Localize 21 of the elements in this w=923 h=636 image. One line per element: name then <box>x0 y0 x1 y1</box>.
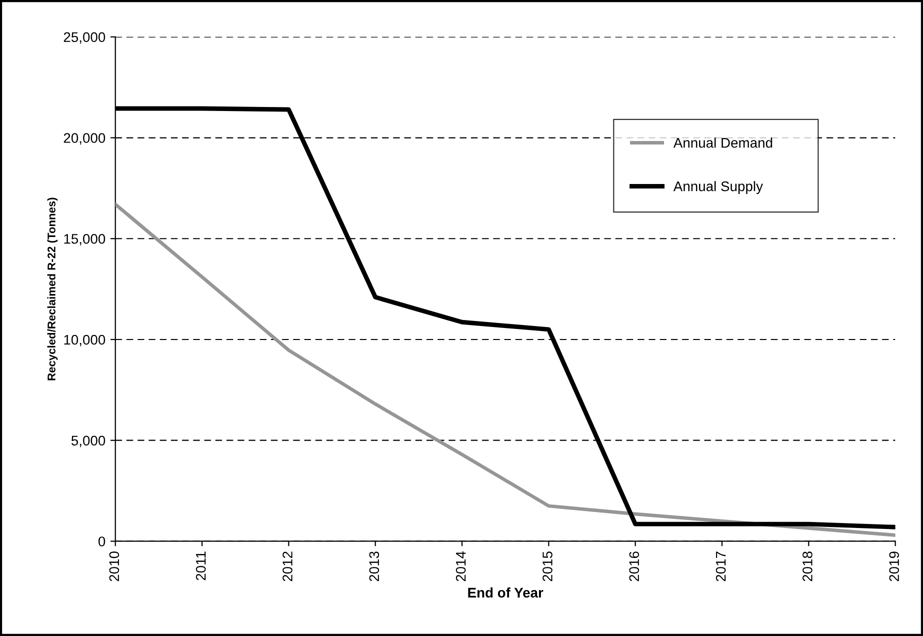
line-series <box>115 202 896 537</box>
x-tick-label: 2018 <box>802 552 812 582</box>
x-tick-label: 2010 <box>109 552 120 582</box>
x-tick-label: 2012 <box>282 552 292 582</box>
legend-label: Annual Supply <box>673 181 763 194</box>
x-tick-label: 2011 <box>196 552 206 580</box>
x-tick-label: 2015 <box>542 552 552 582</box>
y-tick-label: 5,000 <box>71 436 106 448</box>
y-tick-label: 15,000 <box>64 234 106 246</box>
y-tick-label: 25,000 <box>64 32 106 44</box>
x-tick-label: 2013 <box>369 552 380 582</box>
x-tick-label: 2016 <box>629 552 640 582</box>
y-tick-label: 10,000 <box>64 334 106 346</box>
y-tick-label: 0 <box>98 536 106 546</box>
y-tick-label: 20,000 <box>64 133 106 145</box>
y-axis-title: Recycled/Reclaimed R-22 (Tonnes) <box>47 198 58 380</box>
x-tick-label: 2014 <box>456 551 466 582</box>
x-axis-title: End of Year <box>468 587 544 598</box>
x-tick-label: 2019 <box>889 552 900 582</box>
legend-label: Annual Demand <box>673 138 772 148</box>
x-tick-label: 2017 <box>716 552 726 582</box>
